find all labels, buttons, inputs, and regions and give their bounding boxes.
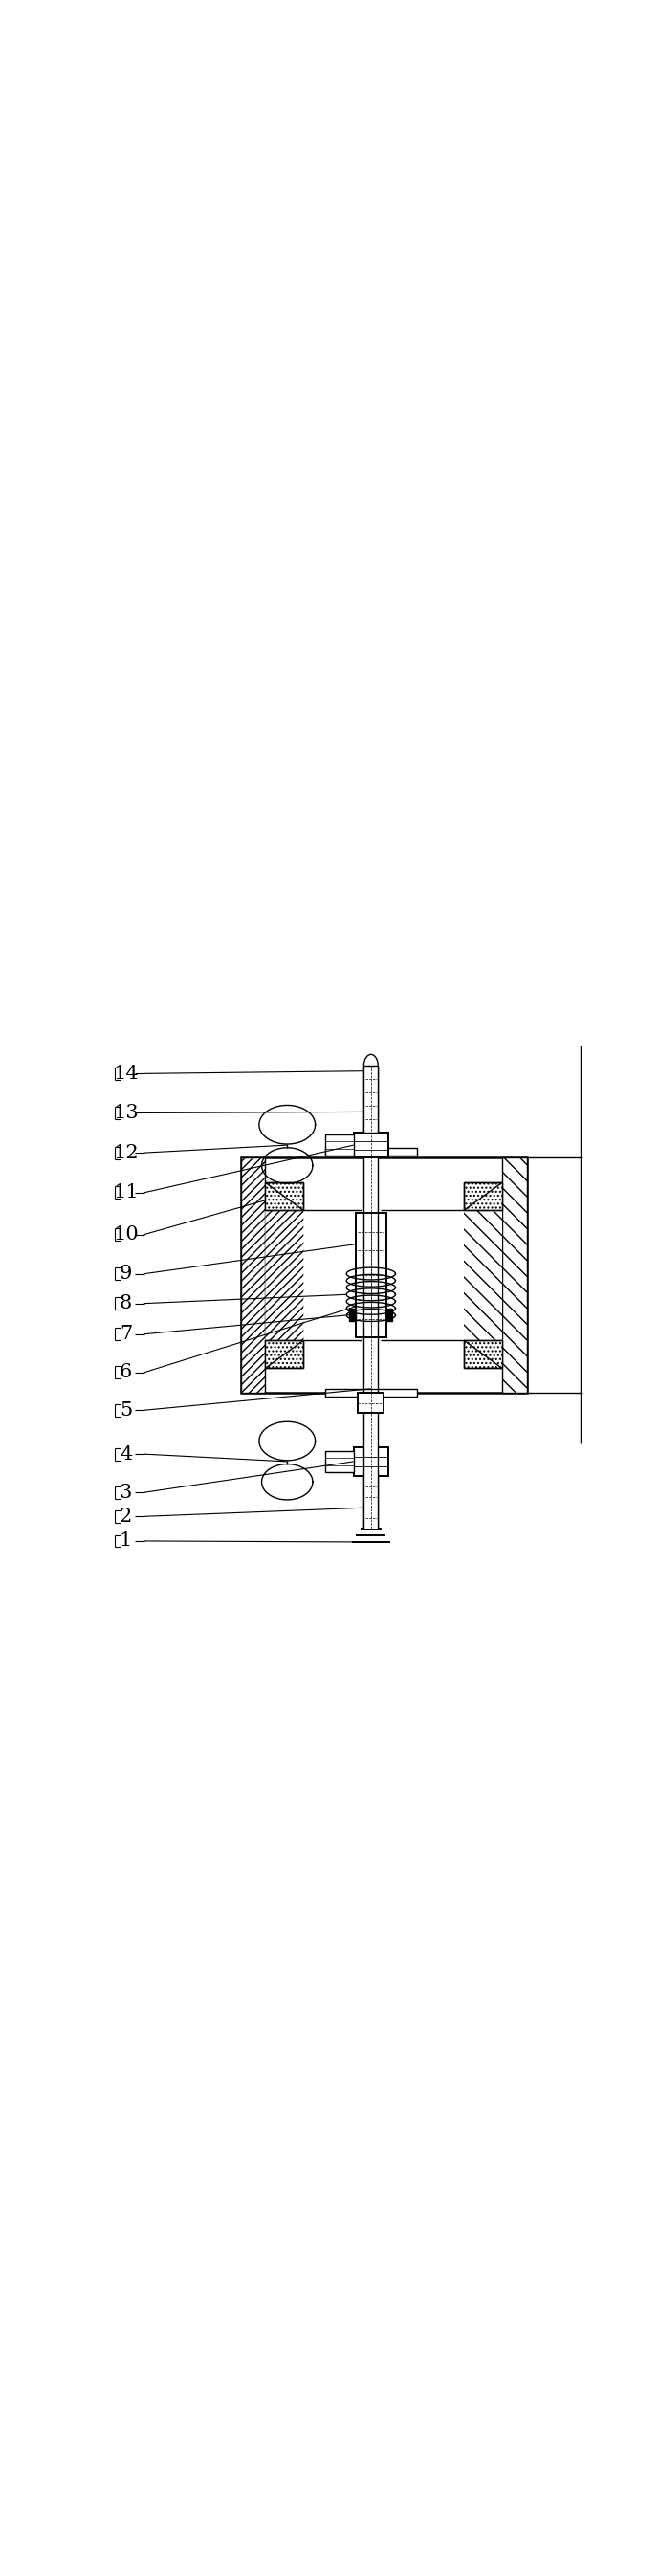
Bar bbox=[325, 1388, 417, 1396]
Bar bbox=[364, 1066, 378, 1528]
Bar bbox=[326, 1136, 354, 1154]
Text: 7: 7 bbox=[119, 1324, 132, 1342]
Bar bbox=[358, 1394, 384, 1414]
Bar bbox=[349, 1309, 356, 1321]
Bar bbox=[386, 1309, 392, 1321]
Bar bbox=[356, 1213, 386, 1337]
Bar bbox=[241, 1157, 527, 1394]
Text: 13: 13 bbox=[113, 1105, 138, 1123]
Text: 4: 4 bbox=[119, 1445, 132, 1463]
Text: 10: 10 bbox=[113, 1226, 138, 1244]
Text: 9: 9 bbox=[119, 1265, 132, 1283]
Polygon shape bbox=[265, 1182, 304, 1368]
Bar bbox=[502, 1157, 527, 1394]
Text: 3: 3 bbox=[119, 1484, 132, 1502]
Text: 14: 14 bbox=[113, 1064, 138, 1082]
Bar bbox=[364, 1066, 378, 1133]
Bar bbox=[364, 1448, 378, 1528]
Text: 5: 5 bbox=[119, 1401, 132, 1419]
Bar bbox=[265, 1182, 304, 1211]
Bar bbox=[354, 1448, 388, 1476]
Bar bbox=[326, 1450, 354, 1471]
Text: 6: 6 bbox=[119, 1363, 132, 1381]
Text: 11: 11 bbox=[113, 1182, 138, 1200]
Polygon shape bbox=[464, 1182, 502, 1368]
Text: 1: 1 bbox=[119, 1533, 132, 1551]
Bar bbox=[241, 1157, 265, 1394]
Text: 2: 2 bbox=[119, 1507, 132, 1525]
Bar bbox=[265, 1340, 304, 1368]
Bar bbox=[464, 1182, 502, 1211]
Bar bbox=[325, 1149, 417, 1154]
Text: 12: 12 bbox=[113, 1144, 138, 1162]
Bar bbox=[354, 1133, 388, 1157]
Text: 8: 8 bbox=[119, 1293, 132, 1314]
Bar bbox=[464, 1340, 502, 1368]
